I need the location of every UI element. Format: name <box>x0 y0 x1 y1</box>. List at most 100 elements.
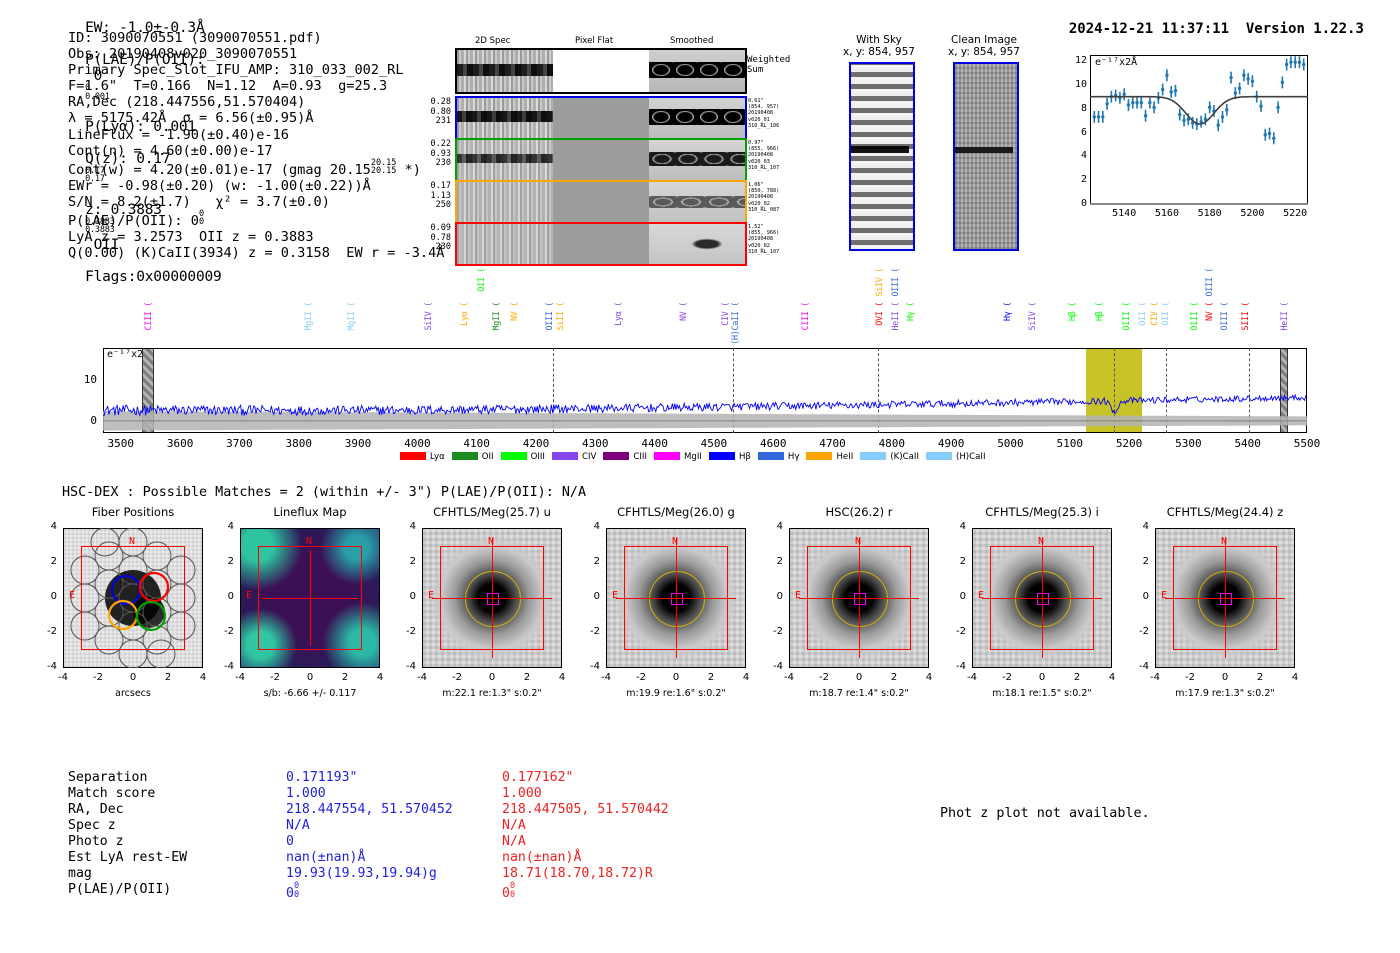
cutout-xtick: 0 <box>129 672 137 683</box>
cutout-ytick: 0 <box>1142 591 1149 602</box>
spectrum-xtick: 5500 <box>1293 437 1321 450</box>
legend-label: HeII <box>836 452 854 462</box>
cutout-ytick: -4 <box>406 661 416 672</box>
legend-swatch <box>925 452 952 460</box>
cutout-xtick: 4 <box>199 672 207 683</box>
legend-swatch <box>757 452 784 460</box>
spectrum-xtick: 4800 <box>878 437 906 450</box>
cutout-title: HSC(26.2) r <box>825 505 893 519</box>
source-info-block: ID: 3090070551 (3090070551.pdf) Obs: 201… <box>68 30 444 261</box>
legend-item: CIV <box>551 452 597 462</box>
direction-east-label: E <box>978 590 985 601</box>
spectrum-line-label: HeII ( <box>889 302 900 331</box>
cutout-xtick: 2 <box>890 672 898 683</box>
spectrum-vline <box>552 348 554 433</box>
cutout-ytick: -4 <box>956 661 966 672</box>
direction-north-label: N <box>1221 536 1228 547</box>
info-primary-spec: Primary Spec_Slot_IFU_AMP: 310_033_002_R… <box>68 62 404 79</box>
info-ewr: EWr = -0.98(±0.20) (w: -1.00(±0.22))Å <box>68 177 371 194</box>
spectrum-line-label: OII ( <box>1159 302 1170 326</box>
spectrum-line-label: NV ( <box>678 302 689 321</box>
match-column-2: 0.177162" 1.000 218.447505, 51.570442 N/… <box>502 770 669 901</box>
spectrum-masked-band <box>1280 349 1289 432</box>
cutout-crosshair <box>1225 538 1227 658</box>
legend-swatch <box>500 452 527 460</box>
with-sky-cutout <box>849 62 915 251</box>
header-z: z: 0.3883 <box>85 201 162 218</box>
direction-north-label: N <box>488 536 495 547</box>
fiber-row-smoothed-trace <box>649 152 745 166</box>
spectrum-xtick: 4900 <box>937 437 965 450</box>
spectrum-line-label: CIV ( <box>1148 302 1159 326</box>
cutout-xtick: 0 <box>855 672 863 683</box>
panel-title-2dspec: 2D Spec <box>475 36 511 46</box>
spectrum-line-label: SIII ( <box>1239 302 1250 331</box>
cutout-xtick: -4 <box>601 672 611 683</box>
weighted-sum-trace <box>457 64 553 76</box>
spectrum-vline <box>1114 348 1116 433</box>
cutout-subcaption: m:19.9 re:1.6" s:0.2" <box>626 688 726 699</box>
direction-east-label: E <box>246 590 253 601</box>
info-sn-chi2: S/N = 8.2(±1.7) χ² = 3.7(±0.0) <box>68 193 330 210</box>
spectrum-xtick: 3600 <box>166 437 194 450</box>
cutout-xtick: 4 <box>1291 672 1299 683</box>
header-plae-value: 0 <box>93 68 103 84</box>
matches-row-labels: Separation Match score RA, Dec Spec z Ph… <box>68 770 188 897</box>
spectrum-line-label: (H)CaII ( <box>729 302 740 345</box>
cutout-ytick: -2 <box>47 626 57 637</box>
line-fit-xtick: 5180 <box>1197 208 1222 219</box>
header-plya: P(Lyα): 0.001 <box>85 118 196 135</box>
cutout-xtick: -2 <box>452 672 462 683</box>
line-fit-axes <box>1090 55 1308 205</box>
cutout-ytick: 4 <box>409 521 416 532</box>
cutout-crosshair <box>310 550 312 646</box>
spectrum-ytick: 10 <box>83 373 97 387</box>
fiber-row-right-labels: 0.61" (854, 957) 20190408 v020_01 310_RL… <box>748 98 780 129</box>
cutout-ytick: 4 <box>959 521 966 532</box>
spectrum-line-label: SiIV ( <box>423 302 434 331</box>
direction-north-label: N <box>672 536 679 547</box>
cutout-ytick: -4 <box>773 661 783 672</box>
fiber-row-2dspec <box>457 224 553 264</box>
spectrum-xtick: 4300 <box>582 437 609 450</box>
panel-title-smoothed: Smoothed <box>670 36 714 46</box>
line-fit-canvas <box>1090 56 1308 145</box>
line-fit-units-annotation: e⁻¹⁷x2Å <box>1095 57 1138 68</box>
fiber-row-trace <box>457 111 553 122</box>
spectrum-xtick: 4500 <box>700 437 728 450</box>
cutout-subcaption: s/b: -6.66 +/- 0.117 <box>263 688 357 699</box>
cutout-crosshair <box>492 538 494 658</box>
cutout-xtick: 2 <box>523 672 531 683</box>
spectrum-vline <box>878 348 880 433</box>
line-fit-zero-line <box>1090 203 1308 205</box>
info-cont-w: Cont(w) = 4.20(±0.01)e-17 (gmag 20.1520.… <box>68 157 421 178</box>
cutout-ytick: 2 <box>776 556 783 567</box>
spectrum-xtick: 4700 <box>819 437 846 450</box>
cutout-xtick: 0 <box>306 672 314 683</box>
weighted-sum-label: Weighted Sum <box>747 55 791 75</box>
legend-label: OII <box>481 452 494 462</box>
fiber-circles-overlay <box>70 528 196 668</box>
fiber-row-left-labels: 0.09 0.78 230 <box>430 223 451 252</box>
cutout-xtick: 2 <box>707 672 715 683</box>
legend-swatch <box>806 452 833 460</box>
spectrum-line-label: MgII ( <box>345 302 356 331</box>
cutout-ytick: -2 <box>956 626 966 637</box>
direction-east-label: E <box>69 590 76 601</box>
cutout-subcaption: m:22.1 re:1.3" s:0.2" <box>442 688 542 699</box>
direction-east-label: E <box>1161 590 1168 601</box>
legend-label: (H)CaII <box>955 452 986 462</box>
info-obs: Obs: 20190408v020_3090070551 <box>68 46 298 63</box>
photz-note: Phot z plot not available. <box>940 806 1150 821</box>
spectrum-line-label: MgII ( <box>302 302 313 331</box>
cutout-region-box <box>440 546 544 650</box>
cutout-ytick: 0 <box>776 591 783 602</box>
header-ew: EW: -1.0±-0.3Å <box>85 20 205 36</box>
legend-label: CIV <box>581 452 597 462</box>
version: Version 1.22.3 <box>1245 21 1364 37</box>
cutout-ytick: 2 <box>593 556 600 567</box>
spectrum-line-label: NV ( <box>509 302 520 321</box>
cutout-ytick: -2 <box>1139 626 1149 637</box>
fiber-row-left-labels: 0.22 0.93 230 <box>430 139 451 168</box>
line-fit-ytick: 2 <box>1080 174 1087 186</box>
